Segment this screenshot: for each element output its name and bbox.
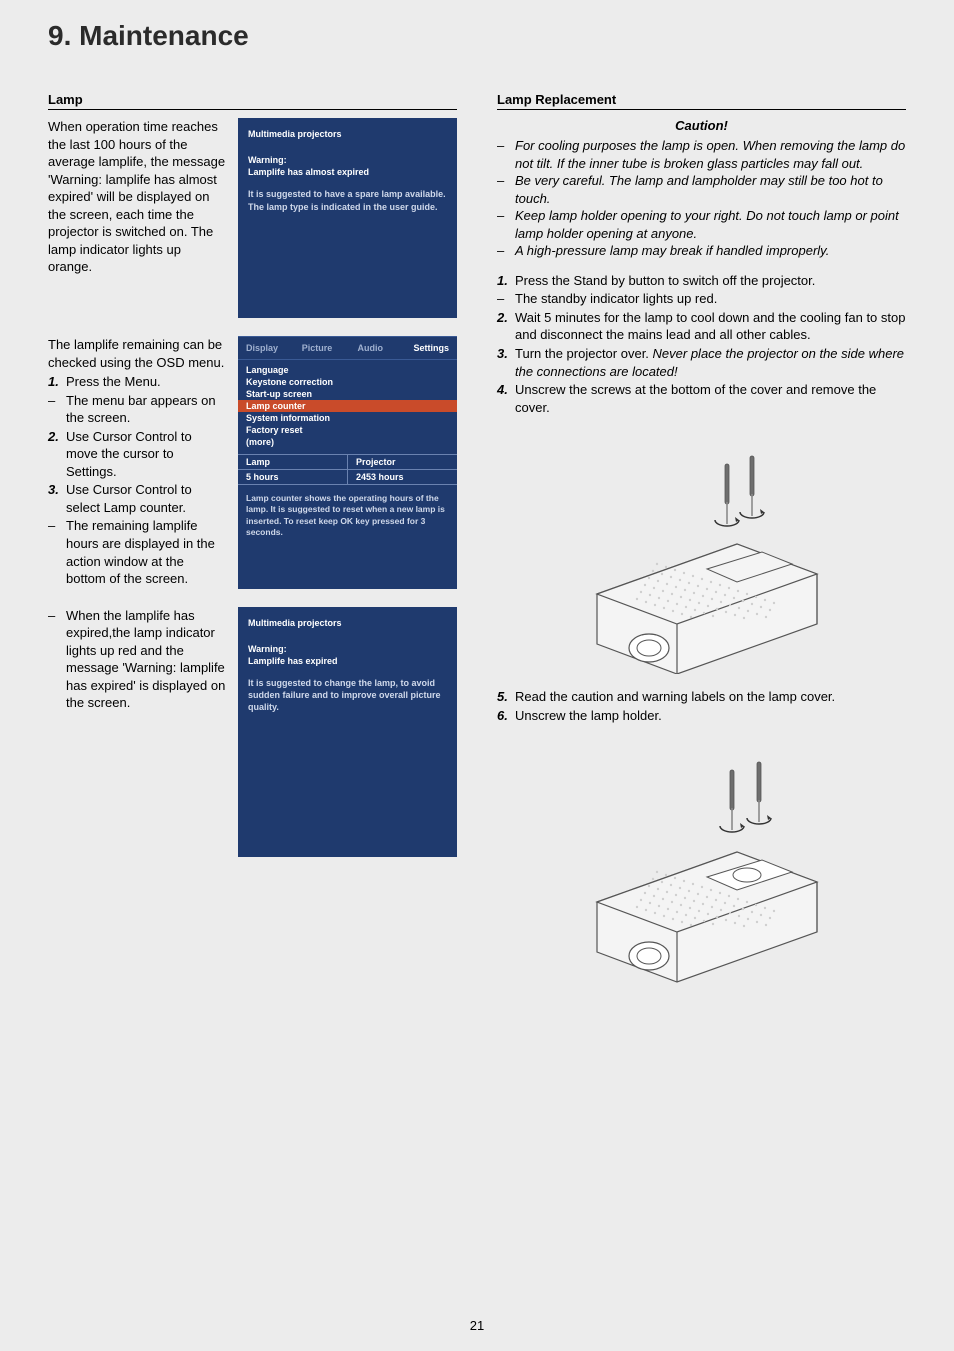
osd-step: –The menu bar appears on the screen. — [48, 392, 226, 427]
panel2-warning-label: Warning: — [248, 643, 447, 655]
osd-tab: Picture — [302, 343, 338, 353]
expired-text: When the lamplife has expired,the lamp i… — [66, 608, 225, 711]
osd-step: 1.Press the Menu. — [48, 373, 226, 391]
caution-item: Be very careful. The lamp and lampholder… — [497, 172, 906, 207]
replacement-step: 5.Read the caution and warning labels on… — [497, 688, 906, 706]
page-number: 21 — [0, 1318, 954, 1333]
warning-panel-expired: Multimedia projectors Warning: Lamplife … — [238, 607, 457, 857]
panel2-title: Multimedia projectors — [248, 617, 447, 629]
right-column: Lamp Replacement Caution! For cooling pu… — [497, 92, 906, 1006]
osd-lamp-header: Lamp — [238, 455, 347, 470]
osd-steps-list: 1.Press the Menu.–The menu bar appears o… — [48, 373, 226, 588]
osd-menu-item: Factory reset — [246, 424, 449, 436]
osd-menu-item: Lamp counter — [238, 400, 457, 412]
osd-instructions: The lamplife remaining can be checked us… — [48, 336, 226, 589]
lamp-header: Lamp — [48, 92, 457, 110]
two-column-layout: Lamp When operation time reaches the las… — [48, 92, 906, 1006]
osd-tabs: Display Picture Audio Settings — [238, 336, 457, 360]
projector-figure-cover — [557, 424, 847, 674]
panel2-warning-text: Lamplife has expired — [248, 655, 447, 667]
osd-intro: The lamplife remaining can be checked us… — [48, 336, 226, 371]
osd-tab: Display — [246, 343, 282, 353]
osd-menu-item: Language — [246, 364, 449, 376]
osd-menu-item: Keystone correction — [246, 376, 449, 388]
caution-title: Caution! — [497, 118, 906, 133]
osd-tab: Audio — [358, 343, 394, 353]
left-column: Lamp When operation time reaches the las… — [48, 92, 457, 1006]
caution-list: For cooling purposes the lamp is open. W… — [497, 137, 906, 260]
osd-step: 3.Use Cursor Control to select Lamp coun… — [48, 481, 226, 516]
replacement-step: 4.Unscrew the screws at the bottom of th… — [497, 381, 906, 416]
replacement-steps-2: 5.Read the caution and warning labels on… — [497, 688, 906, 724]
osd-step: 2.Use Cursor Control to move the cursor … — [48, 428, 226, 481]
caution-item: For cooling purposes the lamp is open. W… — [497, 137, 906, 172]
replacement-step: 3.Turn the projector over. Never place t… — [497, 345, 906, 380]
panel1-warning-text: Lamplife has almost expired — [248, 166, 447, 178]
expired-dash: – — [48, 607, 55, 625]
replacement-step: 2.Wait 5 minutes for the lamp to cool do… — [497, 309, 906, 344]
lamp-intro-text: When operation time reaches the last 100… — [48, 118, 226, 318]
replacement-steps-1: 1.Press the Stand by button to switch of… — [497, 272, 906, 416]
panel1-warning-label: Warning: — [248, 154, 447, 166]
panel1-title: Multimedia projectors — [248, 128, 447, 140]
replacement-step: 6.Unscrew the lamp holder. — [497, 707, 906, 725]
osd-menu-item: (more) — [246, 436, 449, 448]
osd-screenshot: Display Picture Audio Settings LanguageKeys… — [238, 336, 457, 589]
osd-tab: Settings — [413, 343, 449, 353]
osd-menu: LanguageKeystone correctionStart-up scre… — [238, 360, 457, 448]
osd-counter-table: Lamp 5 hours Projector 2453 hours — [238, 454, 457, 485]
osd-menu-item: Start-up screen — [246, 388, 449, 400]
osd-step: –The remaining lamplife hours are displa… — [48, 517, 226, 587]
osd-projector-value: 2453 hours — [348, 470, 457, 485]
replacement-step: 1.Press the Stand by button to switch of… — [497, 272, 906, 290]
projector-figure-lampholder — [557, 732, 847, 992]
osd-lamp-value: 5 hours — [238, 470, 347, 485]
caution-item: Keep lamp holder opening to your right. … — [497, 207, 906, 242]
osd-menu-item: System information — [246, 412, 449, 424]
panel1-suggestion: It is suggested to have a spare lamp ava… — [248, 188, 447, 212]
page-title: 9. Maintenance — [48, 20, 906, 52]
replacement-header: Lamp Replacement — [497, 92, 906, 110]
caution-item: A high-pressure lamp may break if handle… — [497, 242, 906, 260]
warning-panel-almost-expired: Multimedia projectors Warning: Lamplife … — [238, 118, 457, 318]
expired-text-block: –When the lamplife has expired,the lamp … — [48, 607, 226, 857]
panel2-suggestion: It is suggested to change the lamp, to a… — [248, 677, 447, 713]
osd-projector-header: Projector — [348, 455, 457, 470]
osd-note: Lamp counter shows the operating hours o… — [238, 485, 457, 547]
replacement-step: –The standby indicator lights up red. — [497, 290, 906, 308]
